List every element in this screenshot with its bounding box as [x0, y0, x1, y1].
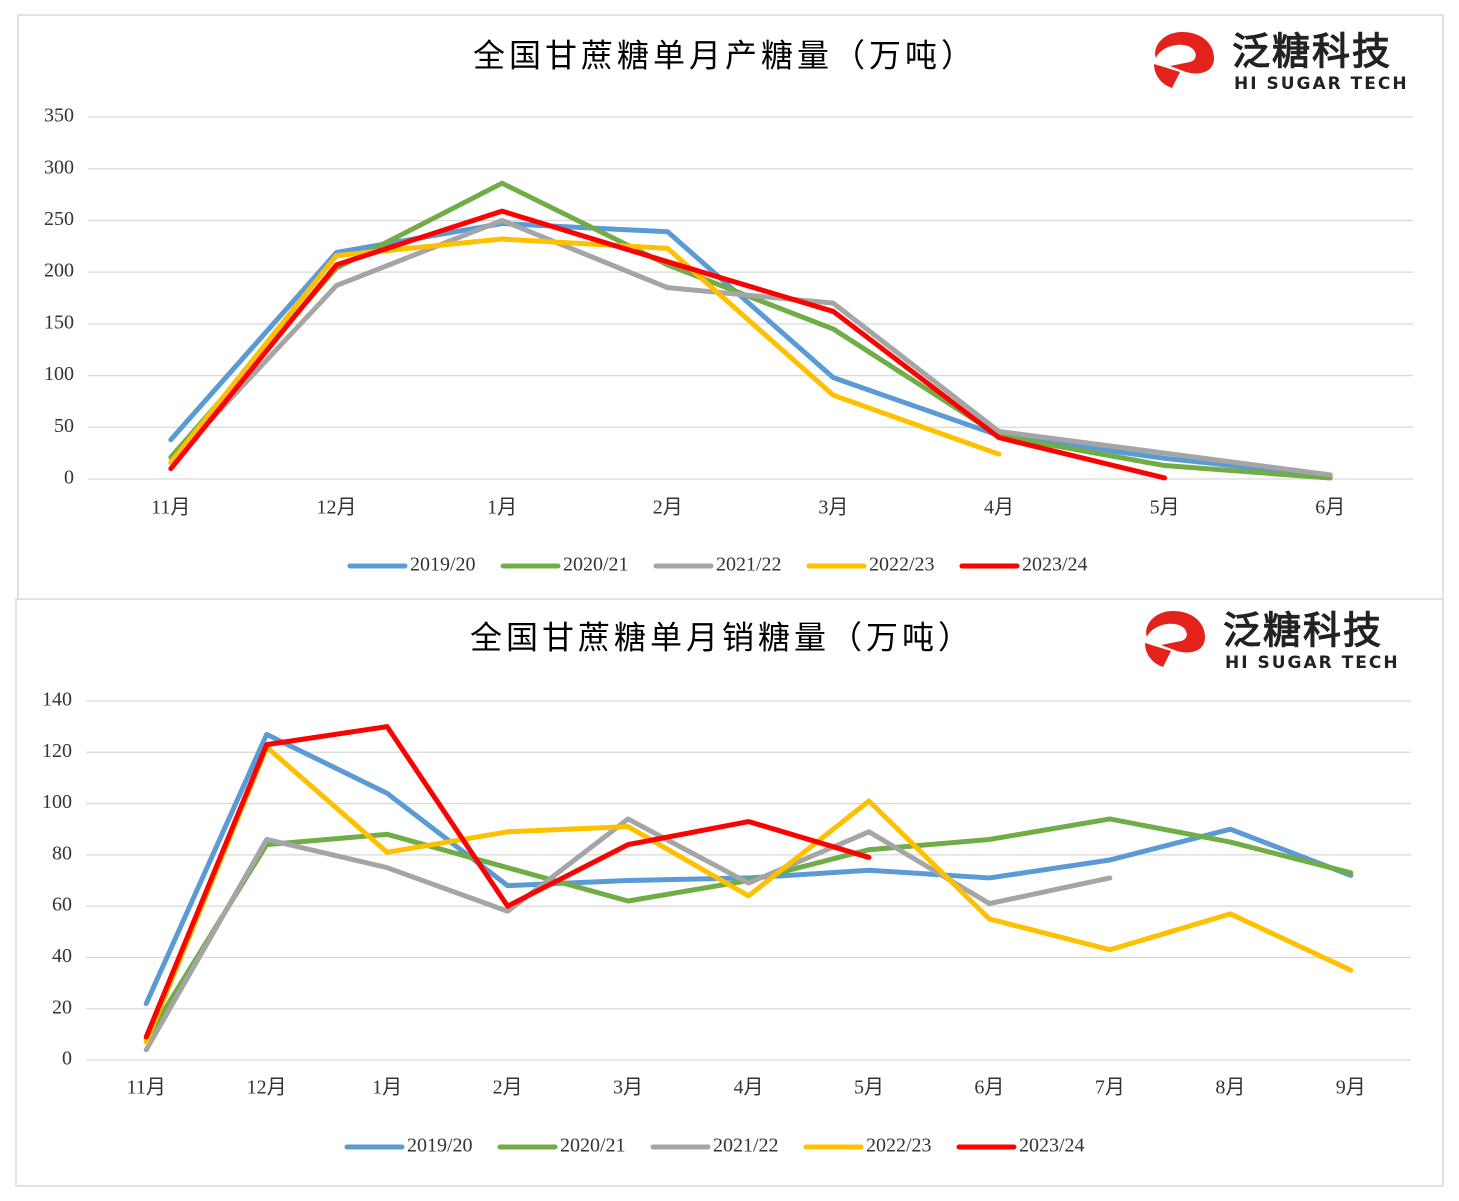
legend-label: 2021/22: [713, 1135, 779, 1157]
x-tick-label: 9月: [1336, 1077, 1366, 1099]
series-line: [143, 744, 1354, 1045]
y-tick-label: 140: [42, 689, 72, 711]
logo-subtext: HI SUGAR TECH: [1234, 74, 1409, 94]
legend-label: 2023/24: [1022, 554, 1088, 576]
y-tick-label: 20: [52, 996, 72, 1018]
logo-icon: [1146, 611, 1205, 653]
y-tick-label: 80: [52, 842, 72, 864]
panel: [15, 598, 1444, 1187]
series-line: [168, 208, 1168, 481]
x-tick-label: 3月: [613, 1077, 643, 1099]
legend-label: 2019/20: [407, 1135, 473, 1157]
panel: [17, 14, 1444, 601]
x-tick-label: 1月: [487, 497, 517, 519]
x-tick-label: 5月: [854, 1077, 884, 1099]
x-tick-label: 11月: [151, 497, 190, 519]
legend-label: 2019/20: [410, 554, 476, 576]
logo-icon: [1145, 643, 1171, 667]
y-tick-label: 250: [44, 208, 74, 230]
y-tick-label: 100: [42, 791, 72, 813]
y-tick-label: 0: [62, 1048, 72, 1070]
legend-label: 2022/23: [866, 1135, 932, 1157]
y-tick-label: 50: [54, 415, 74, 437]
y-tick-label: 40: [52, 945, 72, 967]
legend-label: 2022/23: [869, 554, 935, 576]
y-tick-label: 120: [42, 740, 72, 762]
logo-subtext: HI SUGAR TECH: [1225, 653, 1400, 673]
y-tick-label: 100: [44, 363, 74, 385]
logo-icon: [1154, 64, 1180, 88]
chart-title: 全国甘蔗糖单月销糖量（万吨）: [470, 619, 974, 657]
legend-label: 2020/21: [563, 554, 629, 576]
x-tick-label: 1月: [372, 1077, 402, 1099]
y-tick-label: 150: [44, 311, 74, 333]
logo-icon: [1155, 32, 1214, 74]
x-tick-label: 12月: [316, 497, 356, 519]
legend-label: 2020/21: [560, 1135, 626, 1157]
x-tick-label: 4月: [734, 1077, 764, 1099]
x-tick-label: 6月: [1315, 497, 1345, 519]
chart-title: 全国甘蔗糖单月产糖量（万吨）: [473, 37, 977, 75]
series-line: [168, 221, 1333, 479]
x-tick-label: 7月: [1095, 1077, 1125, 1099]
legend-label: 2021/22: [716, 554, 782, 576]
y-tick-label: 60: [52, 894, 72, 916]
y-tick-label: 350: [44, 105, 74, 127]
y-tick-label: 200: [44, 260, 74, 282]
y-tick-label: 300: [44, 156, 74, 178]
x-tick-label: 4月: [984, 497, 1014, 519]
x-tick-label: 12月: [247, 1077, 287, 1099]
y-tick-label: 0: [64, 467, 74, 489]
x-tick-label: 8月: [1215, 1077, 1245, 1099]
x-tick-label: 6月: [974, 1077, 1004, 1099]
legend-label: 2023/24: [1019, 1135, 1085, 1157]
x-tick-label: 2月: [653, 497, 683, 519]
series-line: [168, 236, 1002, 465]
x-tick-label: 2月: [493, 1077, 523, 1099]
series-line: [168, 217, 1333, 478]
x-tick-label: 5月: [1150, 497, 1180, 519]
x-tick-label: 11月: [127, 1077, 166, 1099]
logo-text: 泛糖科技: [1223, 609, 1383, 653]
x-tick-label: 3月: [818, 497, 848, 519]
series-line: [143, 724, 872, 1040]
logo-text: 泛糖科技: [1232, 30, 1392, 74]
